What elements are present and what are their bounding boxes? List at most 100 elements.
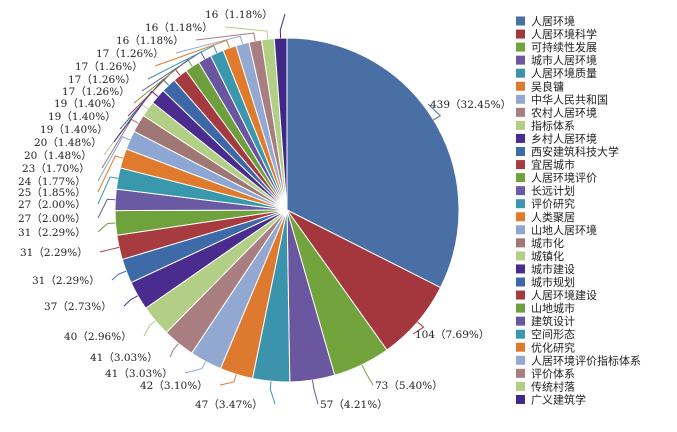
legend-swatch [516, 55, 525, 65]
leader-line [154, 39, 230, 67]
slice-label: 17（1.26%） [75, 61, 143, 73]
leader-line [147, 45, 218, 80]
legend-swatch [516, 29, 525, 39]
leader-line [219, 374, 237, 386]
leader-line [143, 320, 156, 337]
legend-label: 乡村人居环境 [531, 131, 597, 145]
slice-label: 25（1.85%） [18, 187, 86, 199]
legend-label: 人居环境评价指标体系 [531, 353, 641, 367]
legend-swatch [516, 199, 525, 209]
legend-swatch [516, 107, 525, 117]
slice-label: 23（1.70%） [22, 163, 90, 175]
legend-label: 人类聚居 [531, 210, 575, 224]
leader-lines [97, 13, 442, 405]
slice-label: 17（1.26%） [68, 74, 136, 86]
leader-line [184, 361, 207, 374]
slice-label: 19（1.40%） [54, 98, 122, 110]
leader-line [97, 176, 118, 205]
leader-line [111, 270, 127, 281]
legend-label: 建筑设计 [531, 314, 575, 328]
leader-line [99, 246, 120, 253]
slice-label: 31（2.29%） [18, 227, 86, 239]
legend-label: 评价体系 [531, 366, 575, 380]
legend-swatch [516, 238, 525, 248]
slice-label: 24（1.77%） [18, 176, 86, 188]
leader-line [175, 35, 243, 54]
leader-line [195, 32, 256, 42]
leader-line [224, 26, 269, 40]
legend-label: 城市建设 [531, 262, 575, 276]
slice-label: 37（2.73%） [44, 301, 112, 313]
slice-label: 20（1.48%） [24, 150, 92, 162]
slice-label: 57（4.21%） [320, 399, 388, 411]
leader-line [269, 381, 276, 405]
leader-line [113, 90, 159, 143]
legend-label: 人居环境科学 [531, 27, 597, 41]
legend-swatch [516, 212, 525, 222]
legend-label: 西安建筑科技大学 [531, 145, 619, 159]
legend-label: 城市化 [531, 236, 564, 250]
legend-swatch [516, 173, 525, 183]
leader-line [279, 13, 286, 39]
legend-label: 优化研究 [531, 340, 575, 354]
leader-line [312, 380, 319, 405]
legend-swatch [516, 290, 525, 300]
slice-label: 40（2.96%） [64, 331, 132, 343]
legend-swatch [516, 147, 525, 156]
legend-label: 农村人居环境 [531, 105, 597, 119]
legend-label: 空间形态 [531, 327, 575, 341]
legend-label: 人居环境评价 [531, 171, 597, 185]
legend-label: 传统村落 [531, 379, 575, 393]
slice-label: 19（1.40%） [40, 124, 108, 136]
slice-label: 16（1.18%） [205, 9, 273, 21]
legend-label: 可持续性发展 [531, 40, 597, 54]
legend-swatch [516, 16, 525, 26]
legend-swatch [516, 316, 525, 326]
leader-line [412, 321, 425, 335]
legend-label: 城市人居环境 [531, 53, 597, 67]
slice-label: 104（7.69%） [415, 329, 489, 341]
legend-label: 人居环境建设 [531, 288, 597, 302]
legend-swatch [516, 355, 525, 365]
legend-swatch [516, 81, 525, 91]
leader-line [123, 295, 139, 307]
legend-label: 宜居城市 [531, 158, 575, 172]
slice-label: 31（2.29%） [32, 275, 100, 287]
slice-label: 73（5.40%） [375, 380, 443, 392]
slice-labels: 439（32.45%） 104（7.69%） 73（5.40%） 57（4.21%） 4… [18, 9, 511, 411]
legend-swatch [516, 42, 525, 52]
legend-swatch [516, 342, 525, 352]
legend-swatch [516, 225, 525, 235]
slice-label: 19（1.40%） [48, 111, 116, 123]
leader-line [169, 343, 179, 358]
pie-slices [114, 37, 460, 383]
legend-swatch [516, 186, 525, 196]
legend-label: 评价研究 [531, 197, 575, 211]
legend-label: 长远计划 [531, 185, 575, 198]
pie-slice [286, 37, 460, 289]
legend-label: 指标体系 [531, 118, 575, 132]
legend-swatch [516, 68, 525, 78]
slice-label: 17（1.26%） [62, 86, 130, 98]
leader-line [427, 103, 442, 121]
legend-label: 中华人民共和国 [531, 92, 608, 106]
legend-swatch [516, 264, 525, 274]
leader-line [133, 58, 193, 104]
legend-swatch [516, 120, 525, 130]
leader-line [97, 198, 116, 219]
legend-swatch [516, 94, 525, 104]
legend-label: 城市规划 [531, 275, 575, 289]
slice-label: 16（1.18%） [145, 22, 213, 34]
slice-label: 42（3.10%） [140, 380, 208, 392]
legend-label: 城镇化 [531, 249, 564, 263]
legend-label: 人居环境 [531, 14, 575, 28]
slice-label: 41（3.03%） [105, 368, 173, 380]
slice-label: 439（32.45%） [430, 99, 511, 111]
legend-label: 山地城市 [531, 301, 575, 315]
leader-line [97, 222, 116, 233]
slice-label: 16（1.18%） [116, 35, 184, 47]
legend-label: 吴良镛 [531, 79, 564, 93]
slice-label: 27（2.00%） [18, 199, 86, 211]
legend-swatch [516, 368, 525, 378]
